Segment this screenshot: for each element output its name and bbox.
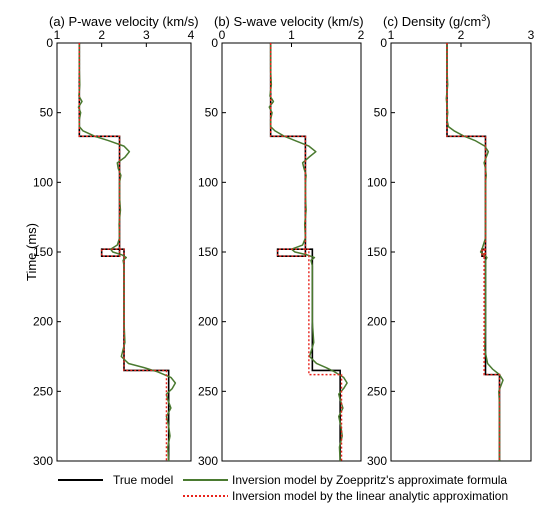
true-model-line <box>78 43 170 461</box>
panel-1: (a) P-wave velocity (km/s)1 2 3 4 0 50 100 150 2… <box>33 14 199 468</box>
y-tick-label: 0 <box>380 36 387 50</box>
panel-title: (a) P-wave velocity (km/s) <box>49 14 199 29</box>
legend-entry: True model <box>113 473 173 487</box>
y-tick-label: 250 <box>33 384 53 398</box>
x-tick-label: 1 <box>288 28 295 42</box>
y-tick-label: 250 <box>367 384 387 398</box>
zoeppritz-inversion-line <box>445 43 504 461</box>
y-axis-label: Time (ms) <box>24 223 39 281</box>
panel-title: (c) Density (g/cm3) <box>383 13 491 29</box>
y-tick-label: 100 <box>33 175 53 189</box>
y-tick-label: 150 <box>33 245 53 259</box>
y-tick-label: 100 <box>367 175 387 189</box>
panel-2: (b) S-wave velocity (km/s)0 1 205010015020… <box>198 14 365 468</box>
linear-inversion-line <box>446 43 501 461</box>
x-tick-label: 2 <box>358 28 365 42</box>
y-tick-label: 200 <box>33 315 53 329</box>
y-tick-label: 200 <box>367 315 387 329</box>
y-tick-label: 300 <box>33 454 53 468</box>
x-tick-label: 3 <box>143 28 150 42</box>
x-tick-label: 1 <box>388 28 395 42</box>
x-tick-label: 4 <box>188 28 195 42</box>
y-tick-label: 50 <box>40 106 54 120</box>
linear-inversion-line <box>78 43 168 461</box>
y-tick-label: 300 <box>198 454 218 468</box>
zoeppritz-inversion-line <box>77 43 177 462</box>
y-tick-label: 150 <box>367 245 387 259</box>
legend: True model Inversion model by Zoeppritz's… <box>58 473 508 503</box>
panel-3: (c) Density (g/cm3)1 2 3 0 50 100 150 200 250 300 <box>367 13 535 468</box>
y-tick-label: 0 <box>211 36 218 50</box>
y-tick-label: 250 <box>198 384 218 398</box>
x-tick-label: 1 <box>54 28 61 42</box>
y-tick-label: 150 <box>198 245 218 259</box>
x-tick-label: 0 <box>219 28 226 42</box>
panel-frame <box>390 42 532 462</box>
y-tick-label: 300 <box>367 454 387 468</box>
panel-title: (b) S-wave velocity (km/s) <box>214 14 364 29</box>
y-tick-label: 50 <box>205 106 219 120</box>
legend-entry: Inversion model by Zoeppritz's approxima… <box>232 473 507 487</box>
x-tick-label: 2 <box>458 28 465 42</box>
y-tick-label: 0 <box>46 36 53 50</box>
true-model-line <box>269 43 341 461</box>
true-model-line <box>446 43 501 461</box>
y-tick-label: 50 <box>374 106 388 120</box>
y-tick-label: 100 <box>198 175 218 189</box>
legend-entry: Inversion model by the linear analytic a… <box>232 489 508 503</box>
y-tick-label: 200 <box>198 315 218 329</box>
x-tick-label: 3 <box>528 28 535 42</box>
x-tick-label: 2 <box>98 28 105 42</box>
